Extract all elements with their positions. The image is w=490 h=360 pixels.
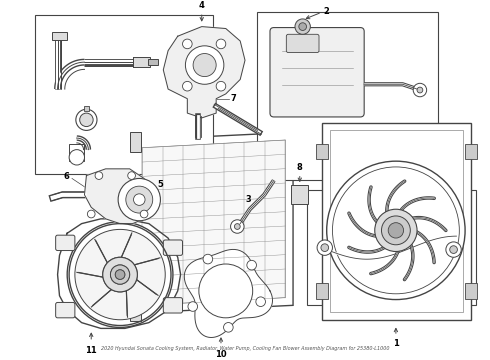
Bar (148, 59, 158, 65)
Bar (316, 144, 328, 159)
Circle shape (295, 19, 310, 34)
Circle shape (67, 222, 173, 328)
Circle shape (75, 229, 165, 320)
FancyBboxPatch shape (56, 235, 75, 251)
Circle shape (446, 242, 461, 257)
Circle shape (375, 209, 417, 252)
Circle shape (103, 257, 137, 292)
Bar (330, 130, 463, 312)
Bar (35, 15, 213, 174)
Circle shape (110, 265, 130, 284)
Bar (322, 123, 471, 320)
Polygon shape (163, 27, 245, 118)
Bar (130, 301, 141, 321)
Circle shape (216, 81, 226, 91)
Circle shape (95, 172, 103, 179)
Circle shape (203, 254, 213, 264)
FancyBboxPatch shape (56, 302, 75, 318)
Text: 11: 11 (85, 346, 97, 355)
Circle shape (188, 302, 197, 311)
Polygon shape (184, 249, 272, 337)
Circle shape (133, 194, 145, 205)
Circle shape (299, 23, 307, 31)
Circle shape (126, 186, 153, 213)
Circle shape (247, 260, 256, 270)
Circle shape (199, 264, 253, 318)
Circle shape (388, 223, 404, 238)
Circle shape (256, 297, 266, 306)
Bar (83, 106, 89, 111)
Text: 6: 6 (63, 172, 69, 181)
Circle shape (382, 233, 387, 239)
Circle shape (185, 46, 224, 84)
Circle shape (76, 109, 97, 130)
Bar (52, 32, 67, 40)
FancyBboxPatch shape (163, 240, 183, 255)
Circle shape (118, 179, 160, 221)
Text: 10: 10 (215, 350, 227, 359)
Circle shape (193, 54, 216, 77)
Circle shape (103, 257, 137, 292)
Bar (69, 144, 84, 161)
Text: 2: 2 (324, 7, 330, 16)
Circle shape (378, 229, 391, 243)
Circle shape (417, 87, 423, 93)
Circle shape (223, 323, 233, 332)
Bar (316, 283, 328, 298)
Circle shape (413, 83, 427, 97)
Circle shape (115, 270, 125, 279)
Circle shape (234, 224, 240, 229)
Circle shape (128, 172, 135, 179)
Circle shape (87, 210, 95, 218)
Circle shape (67, 222, 173, 328)
Circle shape (317, 240, 332, 255)
Circle shape (183, 81, 192, 91)
FancyBboxPatch shape (286, 34, 319, 53)
Circle shape (382, 216, 410, 245)
Text: 1: 1 (393, 339, 399, 348)
Bar (307, 190, 476, 305)
Polygon shape (134, 132, 293, 313)
Circle shape (332, 167, 459, 294)
Bar (465, 283, 477, 298)
Text: 8: 8 (297, 163, 303, 172)
Bar (465, 144, 477, 159)
Bar (130, 132, 141, 152)
Polygon shape (58, 219, 181, 328)
Polygon shape (84, 169, 152, 224)
Circle shape (80, 113, 93, 127)
Text: 4: 4 (199, 1, 205, 10)
Polygon shape (142, 140, 285, 305)
Text: 7: 7 (231, 94, 236, 103)
Circle shape (140, 210, 148, 218)
Bar (257, 12, 438, 180)
Bar (291, 185, 308, 204)
Circle shape (321, 244, 329, 252)
Circle shape (450, 246, 457, 253)
FancyBboxPatch shape (270, 28, 364, 117)
Circle shape (69, 150, 84, 165)
Circle shape (110, 265, 130, 284)
Bar (133, 57, 150, 67)
Circle shape (216, 39, 226, 49)
Circle shape (231, 220, 244, 233)
Text: 2020 Hyundai Sonata Cooling System, Radiator, Water Pump, Cooling Fan Blower Ass: 2020 Hyundai Sonata Cooling System, Radi… (101, 346, 389, 351)
FancyBboxPatch shape (163, 298, 183, 313)
Text: 5: 5 (158, 180, 163, 189)
Circle shape (115, 270, 125, 279)
Text: 3: 3 (246, 195, 252, 204)
Circle shape (183, 39, 192, 49)
Text: 9: 9 (300, 197, 306, 206)
Circle shape (327, 161, 465, 300)
